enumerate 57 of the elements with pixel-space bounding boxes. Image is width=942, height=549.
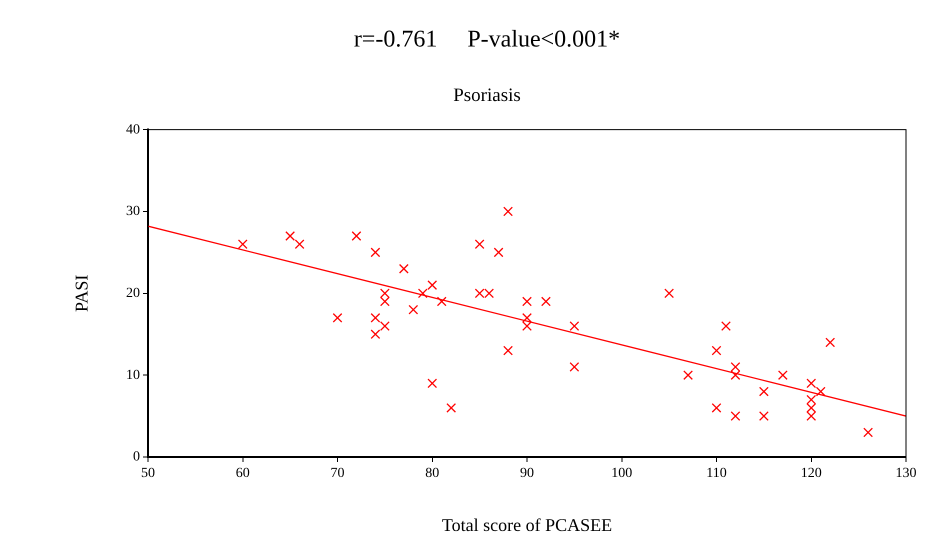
y-tick-label: 10: [126, 368, 140, 383]
point: [474, 239, 485, 250]
point: [370, 247, 380, 258]
point: [370, 312, 380, 323]
point: [352, 231, 362, 241]
point: [398, 264, 409, 274]
point: [712, 403, 722, 413]
point: [474, 288, 485, 298]
point: [730, 411, 740, 421]
point: [436, 296, 447, 306]
point: [522, 296, 532, 306]
point: [503, 206, 513, 216]
y-tick-label: 0: [133, 450, 140, 465]
point: [494, 247, 504, 258]
point: [541, 296, 551, 306]
x-axis-title: Total score of PCASEE: [442, 514, 612, 535]
x-tick-label: 120: [800, 466, 822, 482]
point: [816, 386, 826, 396]
point: [569, 321, 580, 331]
point: [825, 338, 836, 348]
y-axis-title: PASI: [72, 274, 92, 312]
point: [380, 321, 390, 331]
x-tick-label: 130: [896, 466, 916, 482]
point: [863, 428, 873, 438]
point: [238, 239, 248, 250]
x-tick-label: 100: [611, 466, 632, 482]
y-tick-label: 40: [126, 122, 140, 138]
point: [484, 288, 494, 298]
point: [806, 378, 816, 388]
x-tick-label: 70: [330, 466, 344, 482]
point: [683, 370, 693, 380]
point: [427, 280, 438, 290]
point: [332, 312, 342, 323]
point: [427, 378, 438, 388]
point: [446, 403, 456, 413]
point: [503, 346, 513, 356]
point: [418, 288, 428, 298]
y-tick-label: 30: [126, 204, 140, 220]
y-tick-label: 20: [126, 286, 140, 301]
chart-subtitle: Psoriasis: [453, 85, 521, 106]
point: [285, 231, 296, 241]
point: [758, 386, 769, 396]
x-tick-label: 50: [141, 466, 155, 482]
chart-title: r=-0.761 P-value<0.001*: [354, 26, 620, 53]
point: [408, 304, 418, 315]
x-tick-label: 80: [425, 466, 440, 482]
point: [294, 239, 304, 250]
point: [664, 288, 674, 298]
x-tick-label: 60: [236, 466, 250, 482]
point: [758, 411, 769, 421]
x-tick-label: 110: [706, 466, 727, 482]
point: [370, 329, 380, 340]
point: [778, 370, 788, 380]
x-tick-label: 90: [520, 466, 534, 482]
point: [721, 321, 731, 331]
point: [712, 346, 722, 356]
point: [569, 362, 580, 372]
